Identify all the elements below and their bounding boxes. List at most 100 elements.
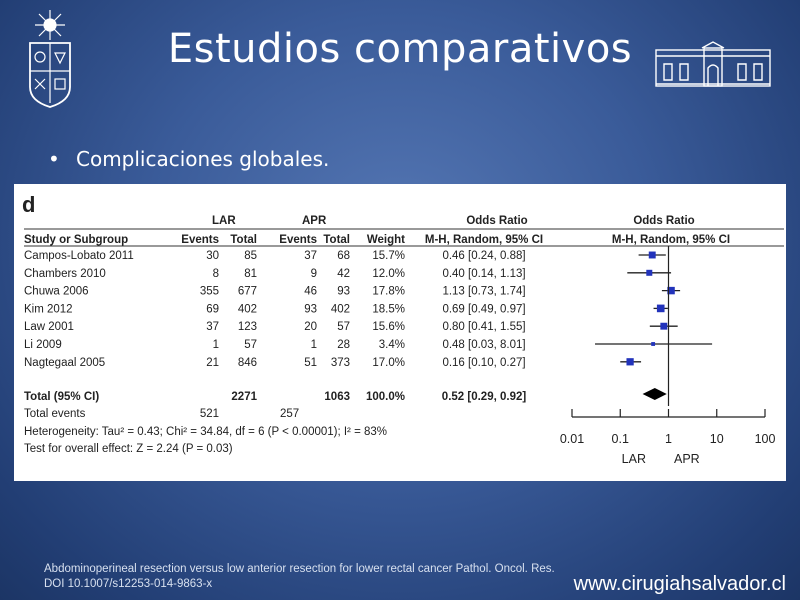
cell-e2: 51: [304, 357, 317, 369]
col-ci-plot: M-H, Random, 95% CI: [612, 234, 730, 246]
cell-t1: 677: [238, 286, 257, 298]
cell-weight: 17.8%: [372, 286, 405, 298]
cell-e2: 93: [304, 303, 317, 315]
study-marker: [646, 269, 653, 276]
bullet-point: • Complicaciones globales.: [48, 147, 329, 171]
study-rows: Campos-Lobato 2011 30 85 37 68 15.7% 0.46 [0.2…: [24, 250, 526, 369]
cell-ci: 0.69 [0.49, 0.97]: [442, 303, 525, 315]
axis-label-left: LAR: [622, 452, 646, 466]
cell-e1: 8: [213, 268, 219, 280]
study-marker: [660, 322, 668, 330]
axis-label-right: APR: [674, 452, 700, 466]
cell-e2: 9: [311, 268, 317, 280]
study-marker: [651, 342, 656, 346]
cell-e2: 1: [311, 339, 317, 351]
cell-t2: 93: [337, 286, 350, 298]
cell-name: Law 2001: [24, 321, 74, 333]
total-weight: 100.0%: [366, 391, 405, 403]
cell-weight: 18.5%: [372, 303, 405, 315]
cell-t2: 402: [331, 303, 350, 315]
cell-name: Nagtegaal 2005: [24, 357, 105, 369]
cell-weight: 15.7%: [372, 250, 405, 262]
cell-weight: 12.0%: [372, 268, 405, 280]
heterogeneity-text: Heterogeneity: Tau² = 0.43; Chi² = 34.84…: [24, 426, 387, 438]
slide-title: Estudios comparativos: [167, 26, 633, 72]
cell-weight: 17.0%: [372, 357, 405, 369]
citation: Abdominoperineal resection versus low an…: [44, 562, 555, 592]
cell-weight: 15.6%: [372, 321, 405, 333]
total-n1: 2271: [231, 391, 257, 403]
cell-ci: 0.46 [0.24, 0.88]: [442, 250, 525, 262]
study-marker: [656, 304, 665, 313]
cell-e2: 46: [304, 286, 317, 298]
cell-t1: 402: [238, 303, 257, 315]
x-tick-label: 0.1: [612, 432, 629, 446]
bullet-text: Complicaciones globales.: [76, 147, 330, 171]
study-marker: [667, 286, 675, 295]
total-events-label: Total events: [24, 408, 86, 420]
cell-weight: 3.4%: [379, 339, 405, 351]
cell-t2: 42: [337, 268, 350, 280]
cell-ci: 0.16 [0.10, 0.27]: [442, 357, 525, 369]
col-total-2: Total: [323, 234, 350, 246]
cell-name: Campos-Lobato 2011: [24, 250, 134, 262]
cell-t2: 373: [331, 357, 350, 369]
cell-t2: 28: [337, 339, 350, 351]
study-marker: [648, 251, 656, 259]
cell-e1: 37: [206, 321, 219, 333]
x-tick-label: 0.01: [560, 432, 584, 446]
cell-ci: 0.40 [0.14, 1.13]: [442, 268, 525, 280]
cell-e1: 69: [206, 303, 219, 315]
col-ci: M-H, Random, 95% CI: [425, 234, 543, 246]
x-tick-label: 10: [710, 432, 724, 446]
cell-e1: 1: [213, 339, 219, 351]
col-study: Study or Subgroup: [24, 234, 128, 246]
total-events-2: 257: [280, 408, 299, 420]
cell-ci: 0.80 [0.41, 1.55]: [442, 321, 525, 333]
cell-t2: 68: [337, 250, 350, 262]
total-label: Total (95% CI): [24, 391, 99, 403]
citation-line-1: Abdominoperineal resection versus low an…: [44, 563, 555, 575]
cell-t2: 57: [337, 321, 350, 333]
group1-header: LAR: [212, 215, 236, 227]
panel-letter: d: [22, 192, 35, 217]
website-url: www.cirugiahsalvador.cl: [573, 573, 786, 595]
cell-t1: 57: [244, 339, 257, 351]
or-header-plot: Odds Ratio: [633, 215, 694, 227]
cell-name: Chambers 2010: [24, 268, 106, 280]
cell-ci: 0.48 [0.03, 8.01]: [442, 339, 525, 351]
total-n2: 1063: [324, 391, 350, 403]
cell-e2: 20: [304, 321, 317, 333]
cell-name: Kim 2012: [24, 303, 73, 315]
col-events-1: Events: [181, 234, 219, 246]
or-header: Odds Ratio: [466, 215, 527, 227]
citation-line-2: DOI 10.1007/s12253-014-9863-x: [44, 578, 213, 590]
university-seal-logo: [22, 9, 78, 109]
cell-e2: 37: [304, 250, 317, 262]
col-events-2: Events: [279, 234, 317, 246]
bullet-dot: •: [48, 147, 60, 171]
group2-header: APR: [302, 215, 327, 227]
cell-ci: 1.13 [0.73, 1.74]: [442, 286, 525, 298]
total-ci: 0.52 [0.29, 0.92]: [442, 391, 527, 403]
cell-e1: 21: [206, 357, 219, 369]
study-marker: [626, 358, 634, 366]
cell-t1: 81: [244, 268, 257, 280]
cell-e1: 30: [206, 250, 219, 262]
forest-plot-area: 0.01 0.1 1 10 100: [560, 246, 776, 446]
x-tick-label: 1: [665, 432, 672, 446]
cell-t1: 846: [238, 357, 257, 369]
col-total-1: Total: [230, 234, 257, 246]
overall-effect-text: Test for overall effect: Z = 2.24 (P = 0…: [24, 443, 233, 455]
cell-e1: 355: [200, 286, 219, 298]
building-logo: [652, 40, 774, 90]
cell-t1: 123: [238, 321, 257, 333]
col-weight: Weight: [367, 234, 405, 246]
cell-name: Li 2009: [24, 339, 62, 351]
pooled-diamond: [642, 388, 667, 400]
forest-plot-figure: d LAR APR Odds Ratio Odds Ratio Study or…: [14, 184, 786, 481]
x-tick-label: 100: [755, 432, 776, 446]
cell-name: Chuwa 2006: [24, 286, 89, 298]
forest-plot-svg: d LAR APR Odds Ratio Odds Ratio Study or…: [22, 192, 784, 466]
total-events-1: 521: [200, 408, 219, 420]
